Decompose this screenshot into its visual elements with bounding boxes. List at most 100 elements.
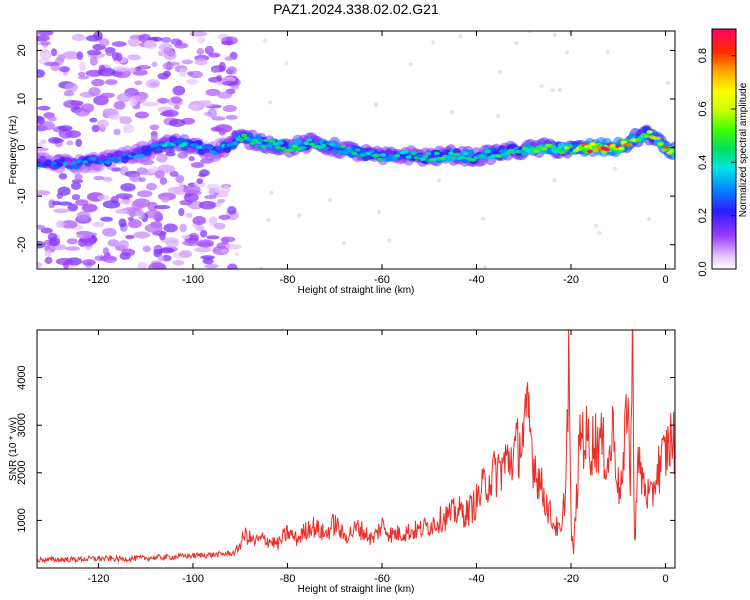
x-tick-label: -120: [87, 573, 109, 585]
noise-blob: [156, 153, 168, 163]
noise-blob: [193, 181, 206, 188]
noise-blob: [118, 240, 129, 250]
noise-blob: [224, 56, 234, 61]
ridge-cell: [496, 154, 503, 158]
ridge-cell: [586, 149, 593, 154]
noise-blob: [297, 213, 302, 218]
ridge-cell: [618, 146, 625, 151]
noise-blob: [174, 42, 189, 49]
noise-blob: [100, 216, 113, 222]
noise-blob: [666, 80, 671, 85]
noise-blob: [39, 48, 49, 54]
y-tick-label: 1000: [16, 508, 28, 532]
ridge-cell: [207, 146, 213, 150]
noise-blob: [77, 71, 86, 77]
noise-blob: [268, 100, 273, 105]
noise-blob: [98, 64, 106, 73]
noise-blob: [157, 255, 165, 263]
noise-blob: [59, 66, 70, 73]
ridge-cell: [238, 137, 245, 142]
ridge-cell: [62, 161, 69, 166]
ridge-cell: [249, 141, 256, 146]
spectrogram-y-label: Frequency (Hz): [8, 116, 19, 185]
ridge-cell: [462, 151, 469, 156]
colorbar-gradient: [711, 28, 737, 270]
noise-blob: [107, 239, 120, 247]
noise-blob: [175, 174, 185, 184]
ridge-cell: [331, 149, 338, 153]
x-tick-label: -60: [374, 274, 390, 286]
ridge-cell: [377, 157, 384, 162]
ridge-cell: [482, 156, 488, 160]
noise-blob: [198, 173, 207, 178]
noise-blob: [206, 235, 220, 240]
noise-blob: [284, 61, 289, 66]
noise-blob: [65, 246, 80, 251]
ridge-cell: [138, 154, 145, 158]
noise-blob: [66, 238, 78, 245]
noise-blob: [37, 116, 46, 125]
noise-blob: [514, 41, 519, 46]
ridge-cell: [59, 158, 66, 162]
ridge-cell: [293, 138, 302, 146]
noise-blob: [137, 190, 153, 198]
noise-blob: [127, 216, 134, 221]
ridge-cell: [402, 149, 409, 154]
noise-blob: [552, 178, 557, 183]
ridge-cell: [374, 153, 381, 158]
noise-blob: [225, 244, 242, 250]
ridge-cell: [328, 142, 335, 146]
noise-blob: [177, 151, 189, 159]
ridge-cell: [272, 142, 279, 146]
noise-blob: [597, 231, 602, 236]
ridge-cell: [323, 146, 330, 151]
noise-blob: [207, 108, 217, 118]
noise-blob: [144, 223, 163, 233]
ridge-cell: [533, 149, 540, 153]
ridge-cell: [241, 133, 247, 138]
noise-blob: [53, 208, 70, 214]
noise-blob: [172, 85, 186, 96]
ridge-cell: [431, 157, 437, 162]
noise-blob: [81, 103, 95, 113]
noise-blob: [169, 170, 179, 177]
noise-blob: [125, 234, 135, 240]
noise-blob: [142, 245, 151, 253]
noise-blob: [151, 61, 158, 68]
ridge-cell: [334, 144, 341, 148]
x-tick-label: -40: [469, 274, 485, 286]
noise-blob: [148, 166, 159, 174]
ridge-cell: [635, 138, 642, 142]
ridge-cell: [68, 165, 74, 170]
noise-blob: [62, 51, 80, 60]
ridge-cell: [260, 144, 267, 149]
noise-blob: [107, 114, 123, 120]
ridge-cell: [320, 143, 327, 148]
noise-blob: [565, 50, 570, 55]
noise-blob: [162, 62, 175, 70]
ridge-cell: [155, 147, 162, 152]
noise-blob: [163, 50, 177, 61]
snr-x-axis: -120 -100 -80 -60 -40 -20 0: [87, 330, 669, 585]
ridge-cell: [603, 147, 610, 152]
x-tick-label: -100: [182, 573, 204, 585]
noise-blob: [217, 91, 233, 99]
noise-blob: [341, 240, 346, 245]
ridge-cell: [300, 146, 307, 150]
noise-blob: [200, 255, 216, 260]
noise-blob: [102, 227, 117, 237]
figure-title: PAZ1.2024.338.02.02.G21: [273, 1, 439, 17]
ridge-cell: [541, 147, 548, 151]
ridge-cell: [306, 138, 313, 142]
noise-blob: [481, 216, 486, 221]
ridge-cell: [411, 151, 418, 155]
noise-blob: [199, 200, 216, 210]
ridge-cell: [343, 150, 350, 154]
noise-blob: [63, 90, 75, 97]
noise-blob: [377, 210, 382, 214]
ridge-cell: [70, 161, 77, 165]
noise-blob: [205, 88, 221, 97]
y-tick-label: -10: [16, 188, 28, 204]
noise-blob: [154, 205, 171, 210]
